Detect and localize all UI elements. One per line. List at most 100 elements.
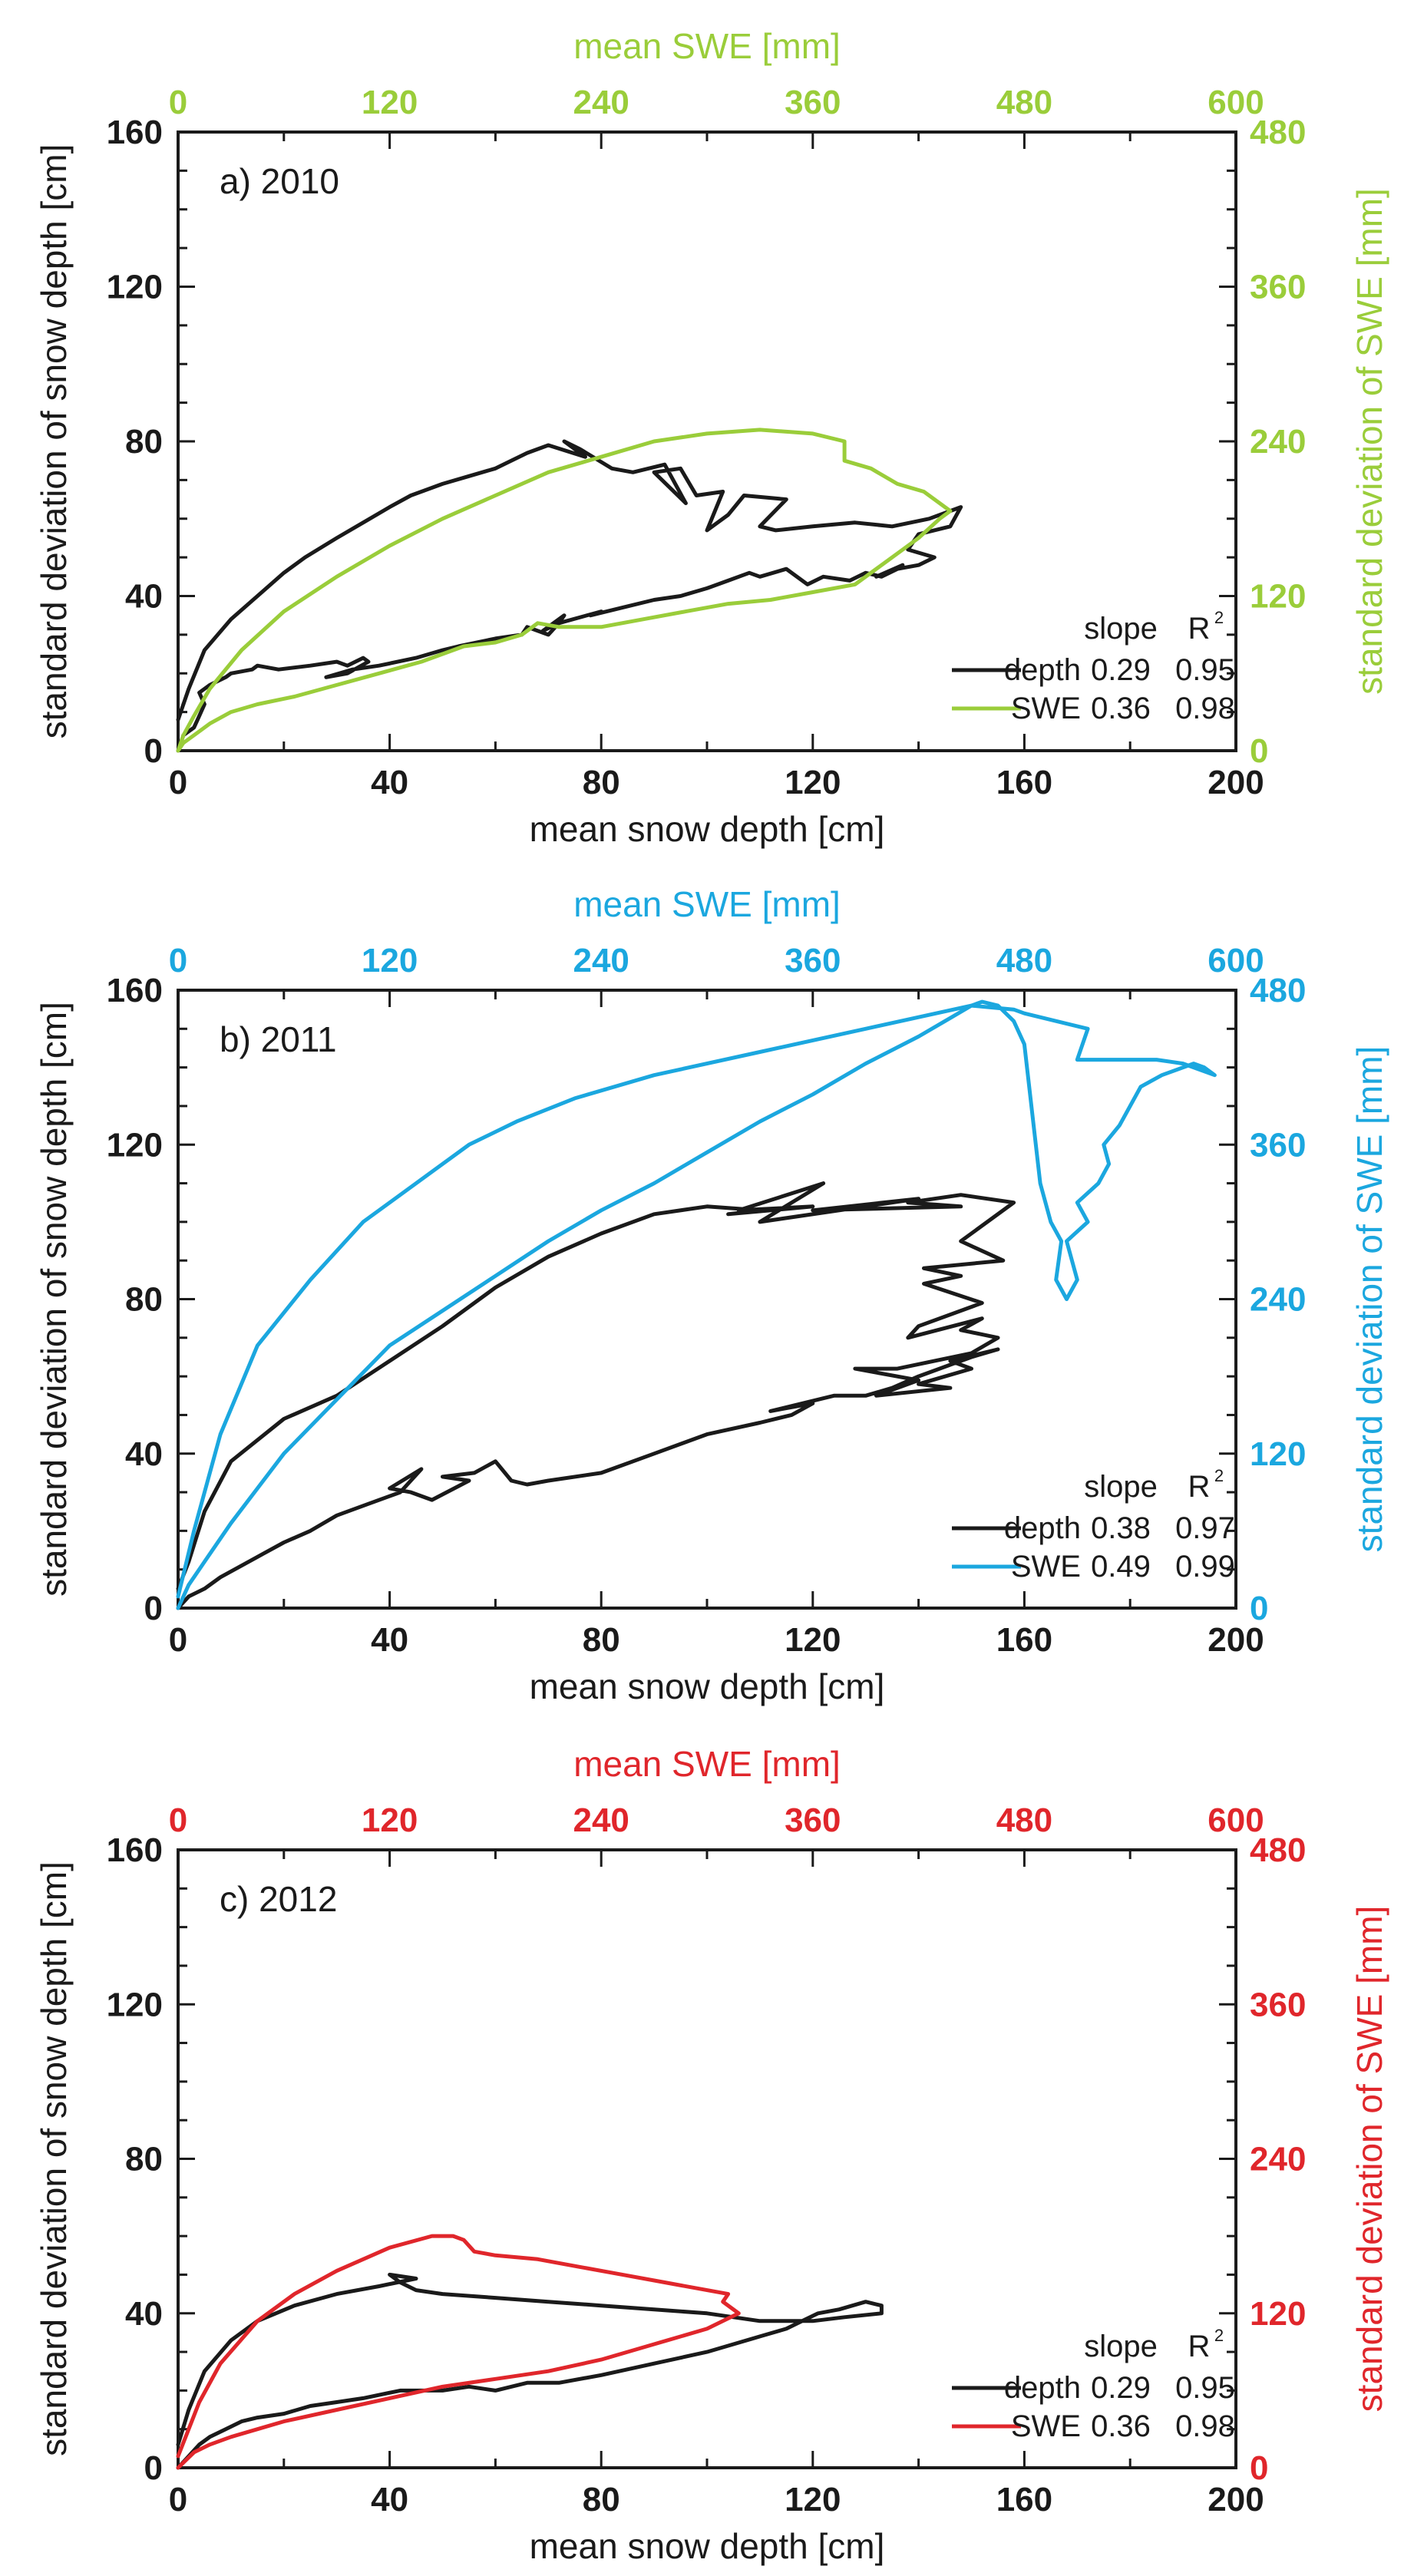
y-tick-label: 160 [107, 114, 163, 151]
y2-tick-label: 120 [1250, 578, 1306, 616]
y2-tick-label: 360 [1250, 1986, 1306, 2023]
y-tick-label: 0 [144, 732, 163, 770]
x-tick-label: 40 [371, 764, 408, 801]
y2-tick-label: 480 [1250, 1831, 1306, 1869]
series-line-swe [176, 428, 953, 753]
legend-label: depth [1004, 653, 1081, 687]
x2-tick-label: 240 [573, 942, 629, 979]
series-line-swe [176, 999, 1217, 1610]
legend-r2: 0.97 [1175, 1511, 1235, 1545]
legend-header-r2-sup: 2 [1214, 1466, 1224, 1485]
legend-label: SWE [1011, 692, 1081, 725]
x-tick-label: 200 [1208, 1621, 1264, 1659]
x-tick-label: 200 [1208, 764, 1264, 801]
legend: slope R 2 depth 0.38 0.97 SWE 0.49 0.99 [952, 1466, 1235, 1584]
x-tick-label: 120 [785, 2481, 841, 2518]
x-tick-label: 0 [169, 764, 187, 801]
legend-r2: 0.95 [1175, 653, 1235, 687]
x2-tick-label: 360 [785, 1802, 841, 1839]
y2-tick-label: 0 [1250, 1590, 1268, 1627]
legend-r2: 0.95 [1175, 2371, 1235, 2405]
x2-axis-title: mean SWE [mm] [573, 26, 841, 66]
x-axis-title: mean snow depth [cm] [530, 809, 885, 849]
y2-tick-label: 0 [1250, 732, 1268, 770]
legend-header-r2: R [1188, 612, 1211, 646]
x2-tick-label: 240 [573, 84, 629, 121]
x2-tick-label: 0 [169, 1802, 187, 1839]
y-tick-label: 120 [107, 1986, 163, 2023]
y2-tick-label: 0 [1250, 2449, 1268, 2487]
legend: slope R 2 depth 0.29 0.95 SWE 0.36 0.98 [952, 608, 1235, 725]
y-tick-label: 0 [144, 2449, 163, 2487]
x2-tick-label: 600 [1208, 84, 1264, 121]
x-tick-label: 0 [169, 2481, 187, 2518]
y-tick-label: 40 [125, 578, 163, 616]
y-tick-label: 160 [107, 1831, 163, 1869]
y-tick-label: 120 [107, 269, 163, 306]
y2-axis-title: standard deviation of SWE [mm] [1350, 1046, 1389, 1553]
x-axis-title: mean snow depth [cm] [530, 2526, 885, 2566]
series-line-depth [176, 2272, 884, 2470]
y2-axis-title: standard deviation of SWE [mm] [1350, 1906, 1389, 2413]
legend-label: depth [1004, 2371, 1081, 2405]
x-tick-label: 40 [371, 2481, 408, 2518]
panel-label: c) 2012 [220, 1879, 337, 1919]
series-line-swe [176, 2234, 741, 2470]
x-axis-title: mean snow depth [cm] [530, 1666, 885, 1706]
x-tick-label: 160 [996, 1621, 1052, 1659]
x-tick-label: 0 [169, 1621, 187, 1659]
y2-tick-label: 240 [1250, 423, 1306, 461]
legend-slope: 0.38 [1091, 1511, 1151, 1545]
panel-label: a) 2010 [220, 161, 339, 201]
y2-axis-title: standard deviation of SWE [mm] [1350, 188, 1389, 695]
x-tick-label: 40 [371, 1621, 408, 1659]
legend-r2: 0.98 [1175, 692, 1235, 725]
y-tick-label: 80 [125, 2141, 163, 2178]
legend-header-r2-sup: 2 [1214, 608, 1224, 627]
legend-r2: 0.99 [1175, 1550, 1235, 1584]
legend-slope: 0.36 [1091, 2409, 1151, 2443]
legend-slope: 0.49 [1091, 1550, 1151, 1584]
y2-tick-label: 360 [1250, 1126, 1306, 1164]
series-line-depth [176, 439, 963, 753]
x2-axis-title: mean SWE [mm] [573, 1744, 841, 1784]
x2-tick-label: 600 [1208, 942, 1264, 979]
x2-tick-label: 480 [996, 84, 1052, 121]
y2-tick-label: 480 [1250, 972, 1306, 1009]
y-tick-label: 80 [125, 423, 163, 461]
legend-label: depth [1004, 1511, 1081, 1545]
x2-axis-title: mean SWE [mm] [573, 884, 841, 924]
y2-tick-label: 360 [1250, 269, 1306, 306]
y2-tick-label: 120 [1250, 1435, 1306, 1473]
y2-tick-label: 120 [1250, 2295, 1306, 2333]
legend-header-slope: slope [1084, 2330, 1158, 2363]
x2-tick-label: 240 [573, 1802, 629, 1839]
x2-tick-label: 360 [785, 84, 841, 121]
legend-r2: 0.98 [1175, 2409, 1235, 2443]
y-tick-label: 160 [107, 972, 163, 1009]
x-tick-label: 80 [583, 1621, 620, 1659]
y-axis-title: standard deviation of snow depth [cm] [34, 1002, 74, 1597]
x2-tick-label: 0 [169, 84, 187, 121]
x-tick-label: 120 [785, 764, 841, 801]
y-tick-label: 40 [125, 2295, 163, 2333]
y2-tick-label: 240 [1250, 2141, 1306, 2178]
x-tick-label: 120 [785, 1621, 841, 1659]
x-tick-label: 160 [996, 764, 1052, 801]
y-axis-title: standard deviation of snow depth [cm] [34, 1861, 74, 2456]
x2-tick-label: 120 [362, 1802, 418, 1839]
legend-slope: 0.29 [1091, 653, 1151, 687]
x-tick-label: 200 [1208, 2481, 1264, 2518]
legend-slope: 0.36 [1091, 692, 1151, 725]
legend-label: SWE [1011, 2409, 1081, 2443]
x2-tick-label: 360 [785, 942, 841, 979]
x-tick-label: 80 [583, 764, 620, 801]
legend-header-slope: slope [1084, 1470, 1158, 1504]
legend-header-r2-sup: 2 [1214, 2326, 1224, 2345]
x2-tick-label: 120 [362, 84, 418, 121]
x2-tick-label: 120 [362, 942, 418, 979]
y-tick-label: 40 [125, 1435, 163, 1473]
series-line-depth [176, 1181, 1016, 1610]
